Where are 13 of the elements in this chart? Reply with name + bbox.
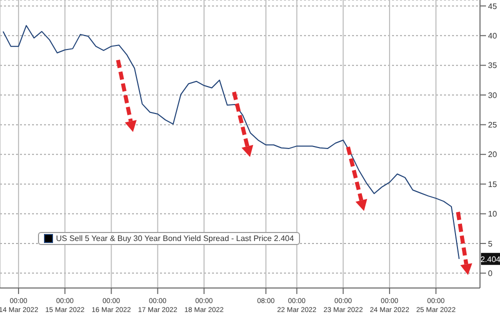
line-series [2, 25, 460, 260]
y-tick-label: 30 [488, 90, 498, 100]
y-tick-label: 20 [488, 150, 498, 160]
legend-label: US Sell 5 Year & Buy 30 Year Bond Yield Spread - Last Price 2.404 [55, 234, 294, 243]
y-tick-label: 25 [488, 120, 498, 130]
y-tick-label: 0 [488, 268, 493, 278]
y-tick-label: 10 [488, 210, 498, 219]
y-tick-label: 40 [488, 31, 498, 40]
y-tick-label: 45 [488, 2, 498, 11]
text: 2.404 [480, 254, 500, 264]
y-tick-label: 15 [488, 180, 498, 189]
y-tick-label: 5 [488, 239, 493, 248]
y-tick-label: 35 [488, 61, 498, 70]
